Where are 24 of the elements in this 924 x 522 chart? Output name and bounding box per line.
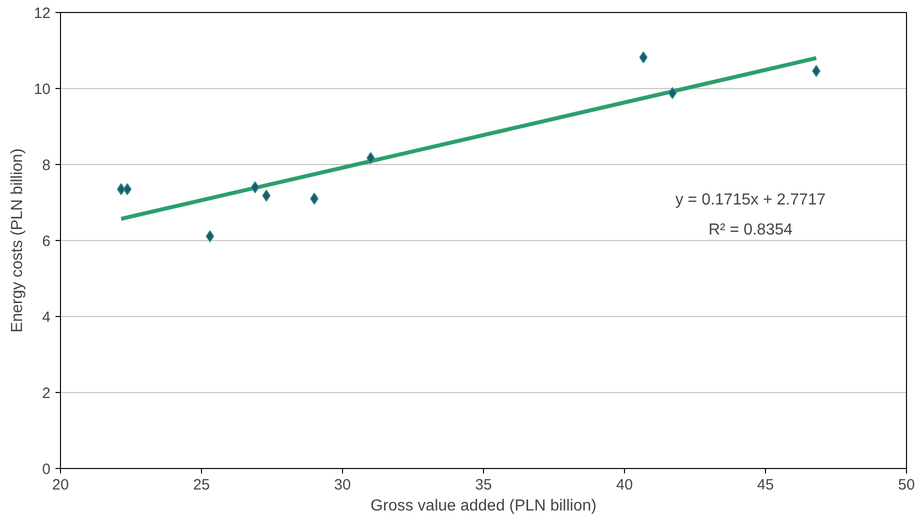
point: [206, 230, 214, 242]
y-tick-label: 6: [42, 233, 50, 250]
x-tick-label: 25: [193, 476, 210, 494]
x-tick-label: 35: [475, 476, 492, 494]
y-tick-label: 8: [42, 157, 50, 174]
point: [116, 183, 126, 196]
x-tick-label: 50: [898, 476, 915, 494]
y-tick-label: 12: [34, 5, 51, 22]
x-tick-label: 30: [334, 476, 351, 494]
y-axis-title: Energy costs (PLN billion): [8, 148, 26, 333]
annotation: R² = 0.8354: [708, 222, 793, 238]
x-tick-label: 40: [616, 476, 633, 494]
point: [668, 87, 677, 100]
y-tick-label: 10: [34, 81, 51, 98]
point: [262, 190, 271, 202]
y-tick-label: 4: [42, 309, 50, 326]
annotation: y = 0.1715x + 2.7717: [675, 192, 826, 208]
x-axis-title: Gross value added (PLN billion): [370, 498, 596, 514]
x-tick-label: 20: [52, 476, 69, 494]
point: [639, 51, 648, 64]
x-tick-label: 45: [757, 476, 774, 494]
y-tick-label: 0: [42, 461, 50, 478]
point: [250, 181, 260, 194]
y-tick-label: 2: [42, 385, 50, 402]
